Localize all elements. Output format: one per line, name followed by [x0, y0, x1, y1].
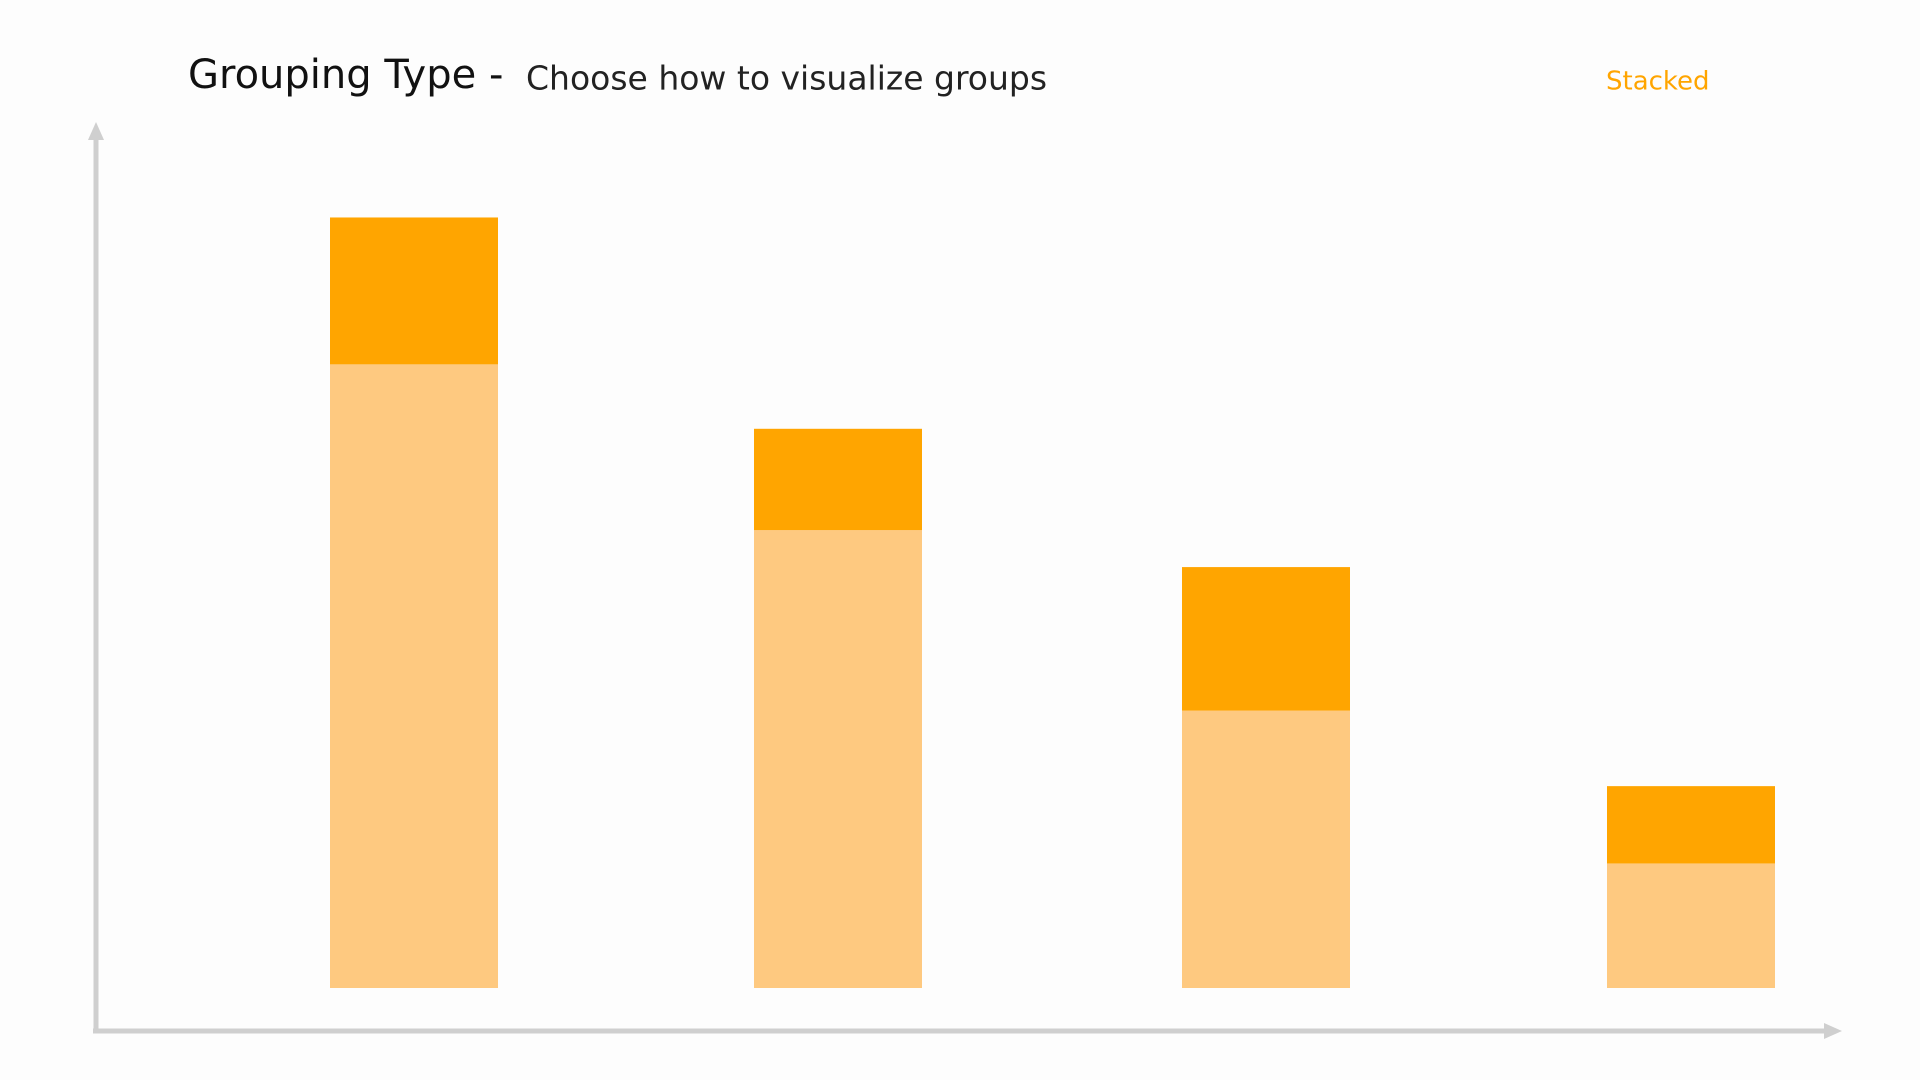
bar-segment: [754, 530, 922, 988]
bar-segment: [754, 428, 922, 531]
chart-subtitle: Choose how to visualize groups: [526, 59, 1047, 98]
bar-segment: [330, 217, 498, 365]
chart-title: Grouping Type -: [188, 52, 503, 98]
bar-segment: [1182, 710, 1350, 988]
bar-segment: [1607, 786, 1775, 864]
bar-segment: [1182, 567, 1350, 711]
y-axis-arrow: [88, 122, 104, 140]
bar-segment: [1607, 863, 1775, 988]
x-axis-arrow: [1824, 1023, 1842, 1039]
bar-segment: [330, 364, 498, 989]
mode-toggle[interactable]: Stacked: [1606, 67, 1710, 97]
